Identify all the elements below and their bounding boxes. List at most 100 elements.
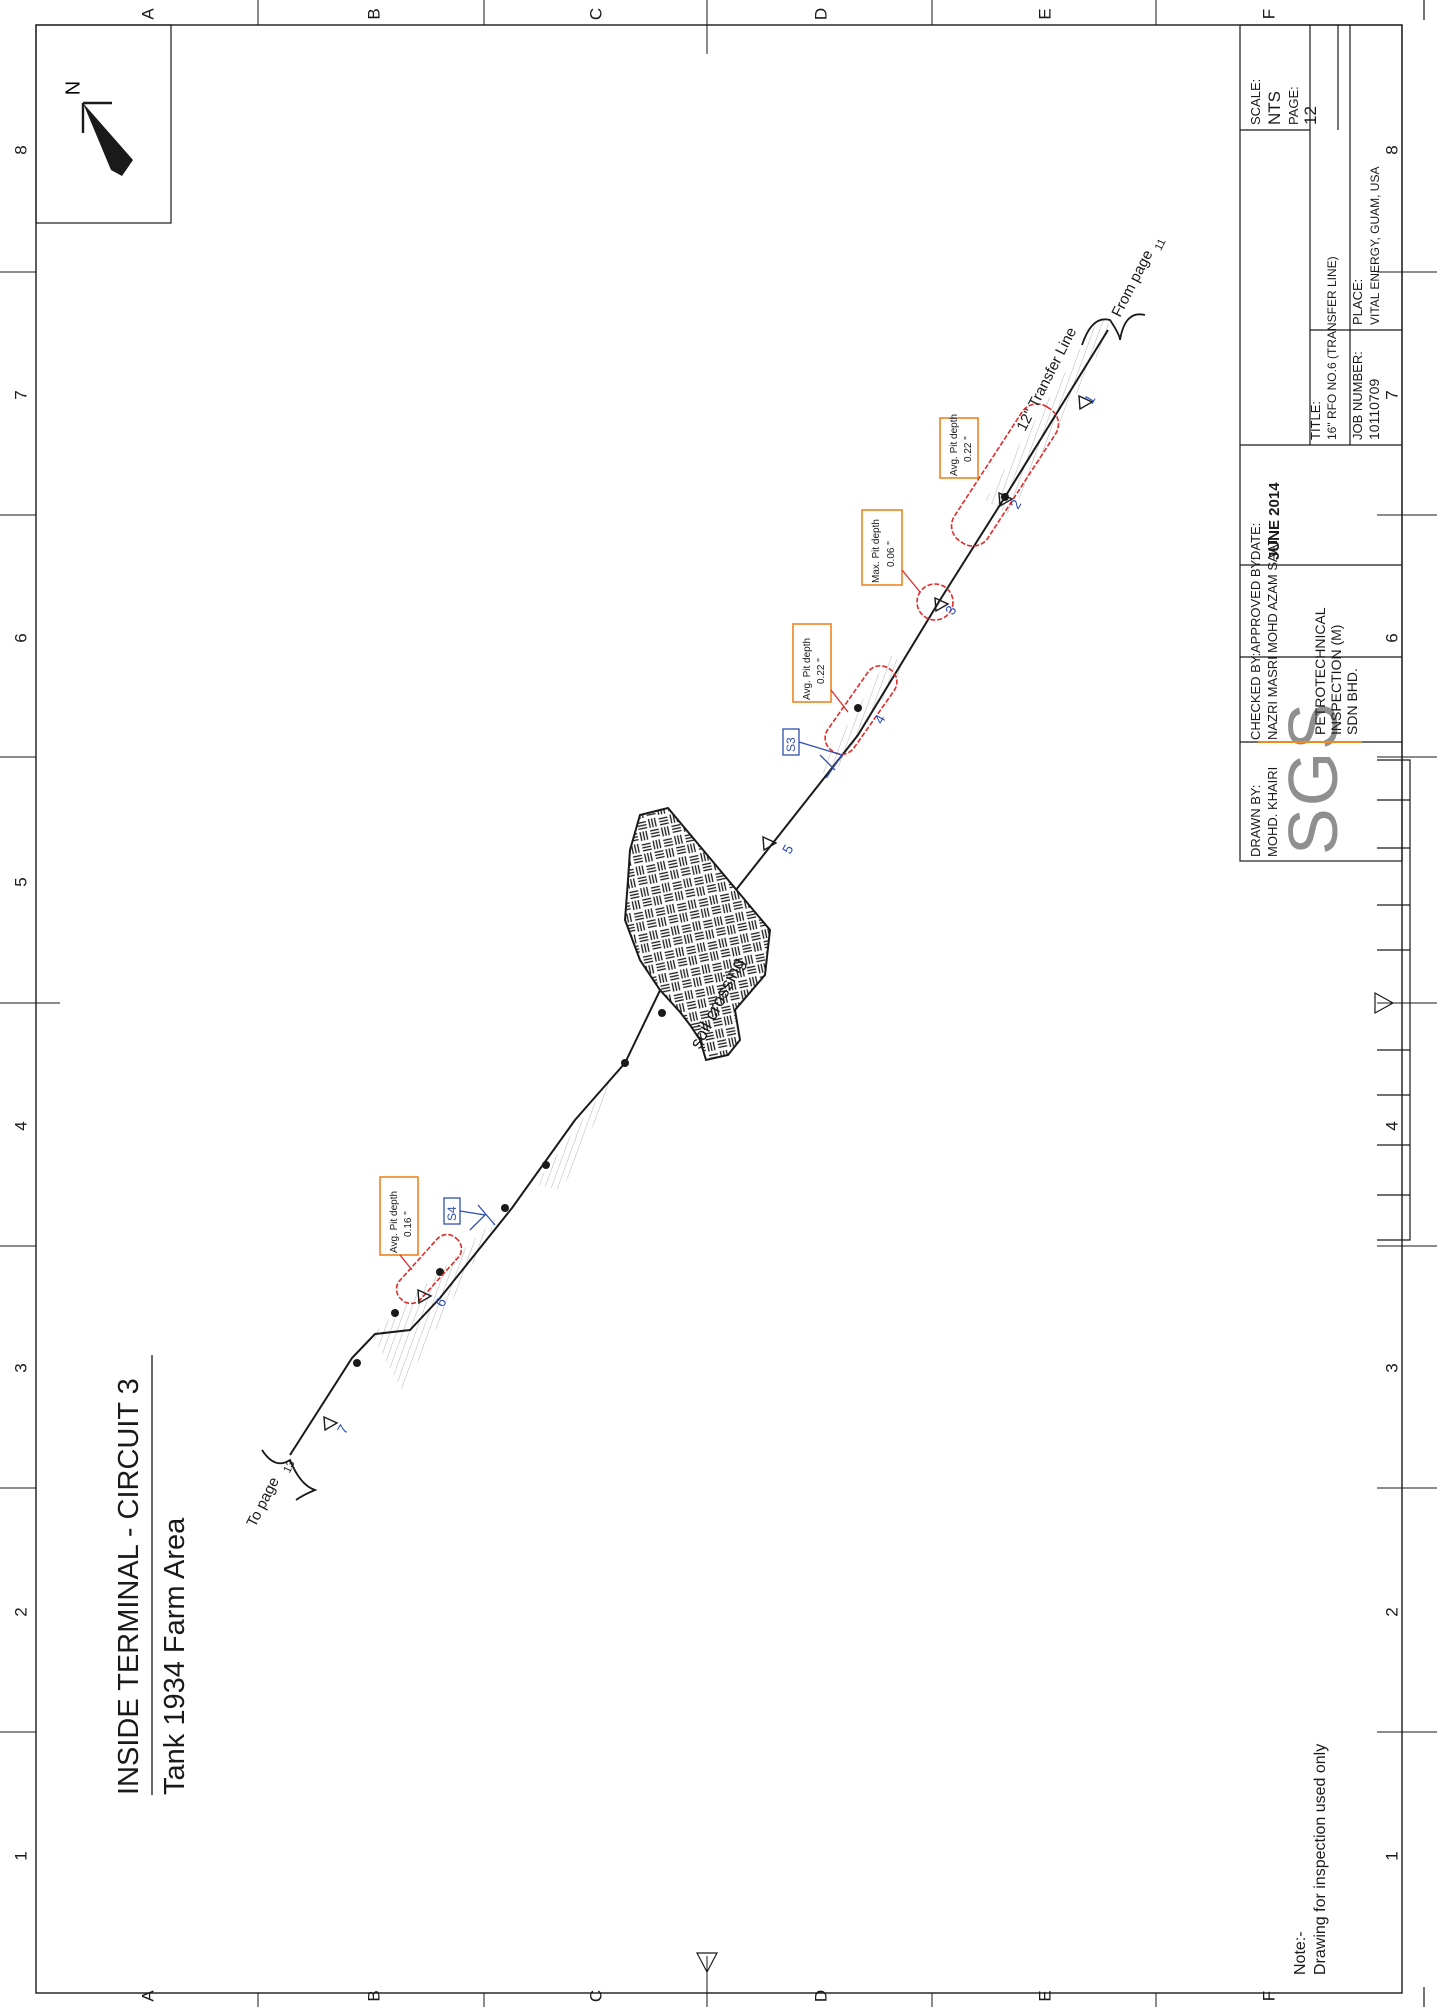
joint-dot [621,1059,629,1067]
checked-by-value: NAZRI MASRI [1265,656,1280,740]
border-letter: E [1035,8,1054,19]
date-value: JUNE 2014 [1266,482,1283,560]
centre-mark-bottom-icon [696,1952,718,1974]
border-number: 8 [1382,145,1401,154]
border-number: 8 [11,145,30,154]
defect-outline [916,583,954,621]
section-label: S3 [784,737,798,752]
checked-by-label: CHECKED BY: [1248,653,1263,740]
border-letters-top: A B C D E F [138,8,1278,20]
marker-number: 3 [942,603,960,618]
company-name-3: SDN BHD. [1344,668,1360,735]
joint-dot [542,1161,550,1169]
company-name-2: INSPECTION (M) [1328,625,1344,735]
page-label: PAGE: [1286,86,1301,125]
drawn-by-label: DRAWN BY: [1248,785,1263,857]
from-page-label: From page 11 [1108,237,1169,320]
border-number: 7 [11,390,30,399]
marker-triangle-icon [323,1415,339,1432]
break-symbol-top [1081,313,1146,346]
markers [323,394,1094,1432]
marker-triangle-icon [417,1288,433,1305]
joint-dot [854,704,862,712]
company-name-1: PETROTECHNICAL [1312,607,1328,735]
border-number: 4 [1382,1121,1401,1130]
border-letters-bottom: A B C D E F [138,1990,1278,2002]
border-number: 1 [1382,1851,1401,1860]
date-label: DATE: [1248,523,1263,560]
marker-triangle-icon [998,491,1014,508]
border-letter: F [1259,1991,1278,2001]
sheet-subtitle: Tank 1934 Farm Area [159,1517,191,1795]
joint-dot [353,1359,361,1367]
job-number-label: JOB NUMBER: [1350,351,1365,440]
north-arrow: N [35,24,172,224]
note-label: Note:- [1292,1931,1309,1975]
pit-value: 0.22 " [963,436,974,462]
break-symbol-bottom [261,1449,318,1501]
joint-dots [353,493,1009,1367]
title-block [1239,24,1403,862]
note-text: Drawing for inspection used only [1312,1744,1329,1975]
to-page-number: 13 [281,1459,297,1475]
approved-by-value: MOHD AZAM SAAT [1265,538,1280,653]
title-block-text: DRAWN BY: MOHD. KHAIRI CHECKED BY: NAZRI… [1248,79,1382,857]
heading: INSIDE TERMINAL - CIRCUIT 3 Tank 1934 Fa… [113,1355,191,1795]
joint-dot [436,1268,444,1276]
pit-kind: Avg. Pit depth [949,414,960,476]
pit-kind: Avg. Pit depth [802,638,813,700]
border-number: 3 [1382,1363,1401,1372]
defect-outline [395,1233,463,1305]
note: Note:- Drawing for inspection used only [1292,1744,1329,1975]
border-number: 3 [11,1363,30,1372]
north-arrow-icon [83,103,133,176]
marker-triangle-icon [1078,394,1094,411]
border-number: 1 [11,1851,30,1860]
pit-kind: Max. Pit depth [871,519,882,583]
pit-value: 0.16 " [403,1211,414,1237]
marker-number: 5 [779,842,797,857]
approved-by-label: APPROVED BY: [1248,557,1263,653]
hatch-area [535,1060,625,1190]
drawn-by-value: MOHD. KHAIRI [1265,767,1280,857]
defect-outlines [395,403,1060,1305]
title-label: TITLE: [1308,401,1323,440]
section-label: S4 [445,1206,459,1221]
place-value: VITAL ENERGY, GUAM, USA [1368,167,1382,325]
pit-callout: Max. Pit depth 0.06 " [861,509,921,593]
title-value: 16" RFO NO.6 (TRANSFER LINE) [1325,256,1339,440]
border-numbers-left: 8 7 6 5 4 3 2 1 [11,145,30,1860]
border-letter: D [811,1990,830,2002]
marker-triangle-icon [762,835,778,852]
place-label: PLACE: [1350,279,1365,325]
defect-outline [824,664,898,756]
border-letter: C [586,1990,605,2002]
border-letter: A [138,8,157,20]
border-number: 2 [1382,1607,1401,1616]
soil-crossing-area [623,806,772,1062]
border-number: 7 [1382,390,1401,399]
from-page-number: 11 [1153,237,1169,253]
marker-number: 1 [1081,392,1099,407]
section-markers: S3 S4 [443,728,844,1231]
scale-label: SCALE: [1248,79,1263,125]
border-number: 2 [11,1607,30,1616]
scale-value: NTS [1265,91,1284,125]
north-label: N [62,81,84,95]
sheet-title: INSIDE TERMINAL - CIRCUIT 3 [113,1378,145,1795]
border-numbers-right: 8 7 6 4 3 2 1 [1382,145,1401,1860]
from-page-text: From page [1108,247,1156,319]
border-letter: B [364,1990,383,2001]
border-letter: E [1035,1990,1054,2001]
to-page-text: To page [243,1475,282,1530]
page-value: 12 [1301,106,1320,125]
to-page-label: To page 13 [243,1459,297,1530]
company-logo: SGS [1274,701,1352,855]
joint-dot [391,1309,399,1317]
border-letter: C [586,8,605,20]
border-number: 4 [11,1121,30,1130]
centre-mark-right-icon [1374,991,1395,1015]
joint-dot [658,1009,666,1017]
